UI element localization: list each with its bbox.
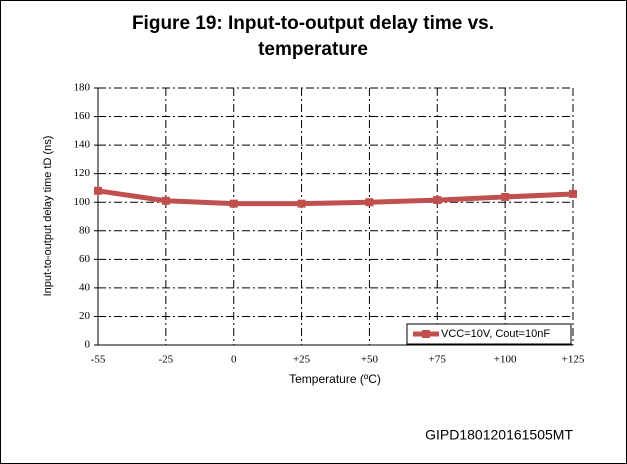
x-tick-label: +100 (494, 354, 517, 366)
y-tick-label: 180 (74, 82, 91, 94)
point-marker (433, 196, 442, 205)
legend-box (406, 323, 572, 345)
y-tick-label: 160 (74, 110, 91, 122)
series-line (97, 188, 574, 207)
y-tick-label: 80 (79, 224, 91, 236)
x-tick-label: +50 (361, 354, 379, 366)
y-axis-label: Input-to-output delay time tD (ns) (42, 136, 54, 297)
point-marker (94, 186, 102, 195)
point-marker (365, 198, 374, 207)
legend-label: VCC=10V, Cout=10nF (441, 328, 550, 340)
y-tick-label: 20 (79, 310, 91, 322)
x-tick-label: 0 (231, 354, 237, 366)
y-tick-label: 140 (74, 139, 91, 151)
y-tick-label: 0 (85, 339, 91, 351)
x-tick-label: +25 (293, 354, 311, 366)
x-tick-label: -25 (159, 354, 174, 366)
x-tick-label: +125 (562, 354, 585, 366)
point-marker (297, 199, 306, 208)
footer: GIPD180120161505MT (425, 427, 573, 443)
point-marker (229, 199, 238, 208)
y-tick-label: 60 (79, 253, 91, 265)
legend-marker (422, 330, 430, 338)
y-tick-label: 120 (74, 167, 91, 179)
y-tick-label: 100 (74, 196, 91, 208)
x-tick-label: -55 (91, 354, 106, 366)
y-tick-label: 40 (79, 281, 91, 293)
chart-title: Figure 19: Input-to-output delay time vs… (132, 13, 494, 34)
point-marker (501, 192, 510, 201)
chart-title: temperature (258, 39, 368, 60)
x-axis-label: Temperature (ºC) (289, 372, 381, 386)
x-tick-label: +75 (429, 354, 447, 366)
point-marker (161, 196, 170, 205)
point-marker (569, 189, 577, 198)
